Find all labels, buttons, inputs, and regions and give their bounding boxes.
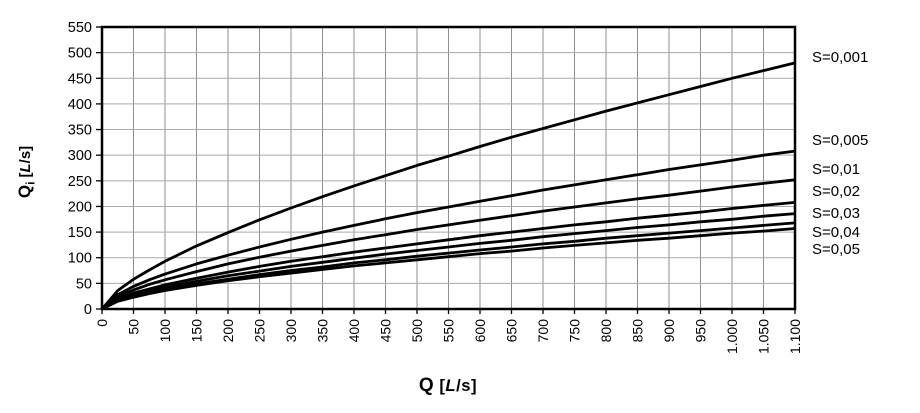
y-tick-label: 0: [84, 302, 92, 318]
x-tick-label: 650: [504, 319, 520, 343]
legend-label-S-0-05: S=0,05: [812, 241, 860, 258]
x-tick-label: 1.100: [787, 319, 803, 354]
y-tick-label: 150: [68, 225, 92, 241]
series-curve-S-0-05: [101, 227, 796, 311]
legend-label-S-0-03: S=0,03: [812, 205, 860, 222]
y-tick-label: 350: [68, 123, 92, 139]
x-tick-label: 800: [598, 319, 614, 343]
plot-frame: [100, 25, 797, 311]
y-axis-title: Qi [L/s]: [15, 112, 39, 232]
y-tick-label: 500: [68, 46, 92, 62]
y-tick-label: 400: [68, 97, 92, 113]
x-tick-label: 950: [693, 319, 709, 343]
x-tick-label: 50: [126, 319, 142, 335]
y-tick-label: 450: [68, 71, 92, 87]
x-tick-label: 350: [315, 319, 331, 343]
x-tick-label: 600: [472, 319, 488, 343]
series-curve-S-0-03: [101, 212, 796, 311]
x-tick-label: 1.050: [756, 319, 772, 354]
x-tick-label: 500: [409, 319, 425, 343]
y-axis-unit-close: /s]: [17, 145, 34, 164]
x-tick-label: 300: [283, 319, 299, 343]
y-tick-label: 550: [68, 20, 92, 36]
legend-label-S-0-001: S=0,001: [812, 49, 869, 66]
y-tick-label: 50: [76, 276, 92, 292]
y-axis-subscript: i: [23, 181, 38, 185]
legend-label-S-0-005: S=0,005: [812, 132, 869, 149]
x-tick-label: 150: [189, 319, 205, 343]
x-tick-label: 0: [94, 319, 110, 327]
x-tick-label: 750: [567, 319, 583, 343]
y-tick-label: 300: [68, 148, 92, 164]
x-tick-label: 850: [630, 319, 646, 343]
x-tick-label: 400: [346, 319, 362, 343]
x-axis-symbol: Q: [418, 375, 435, 396]
series-curve-S-0-005: [101, 149, 796, 311]
x-axis-title: Q [L/s]: [358, 375, 538, 397]
x-tick-label: 200: [220, 319, 236, 343]
y-axis-unit-open: [: [17, 172, 34, 182]
x-axis-unit-close: /s]: [456, 376, 478, 395]
x-tick-label: 250: [252, 319, 268, 343]
series-curve-S-0-02: [101, 201, 796, 311]
x-tick-label: 550: [441, 319, 457, 343]
x-tick-label: 900: [661, 319, 677, 343]
legend-label-S-0-04: S=0,04: [812, 224, 860, 241]
x-tick-label: 100: [157, 319, 173, 343]
legend-label-S-0-01: S=0,01: [812, 161, 860, 178]
x-axis-unit-litre: L: [445, 376, 457, 395]
series-curve-S-0-01: [101, 178, 796, 311]
y-axis-symbol: Q: [15, 184, 34, 199]
x-tick-label: 450: [378, 319, 394, 343]
x-tick-label: 1.000: [724, 319, 740, 354]
series-curve-S-0-001: [100, 61, 796, 310]
y-axis-unit-litre: L: [17, 163, 34, 173]
x-axis-unit-open: [: [434, 376, 446, 395]
y-tick-label: 100: [68, 251, 92, 267]
legend-label-S-0-02: S=0,02: [812, 183, 860, 200]
y-tick-label: 250: [68, 174, 92, 190]
x-tick-label: 700: [535, 319, 551, 343]
y-tick-label: 200: [68, 199, 92, 215]
